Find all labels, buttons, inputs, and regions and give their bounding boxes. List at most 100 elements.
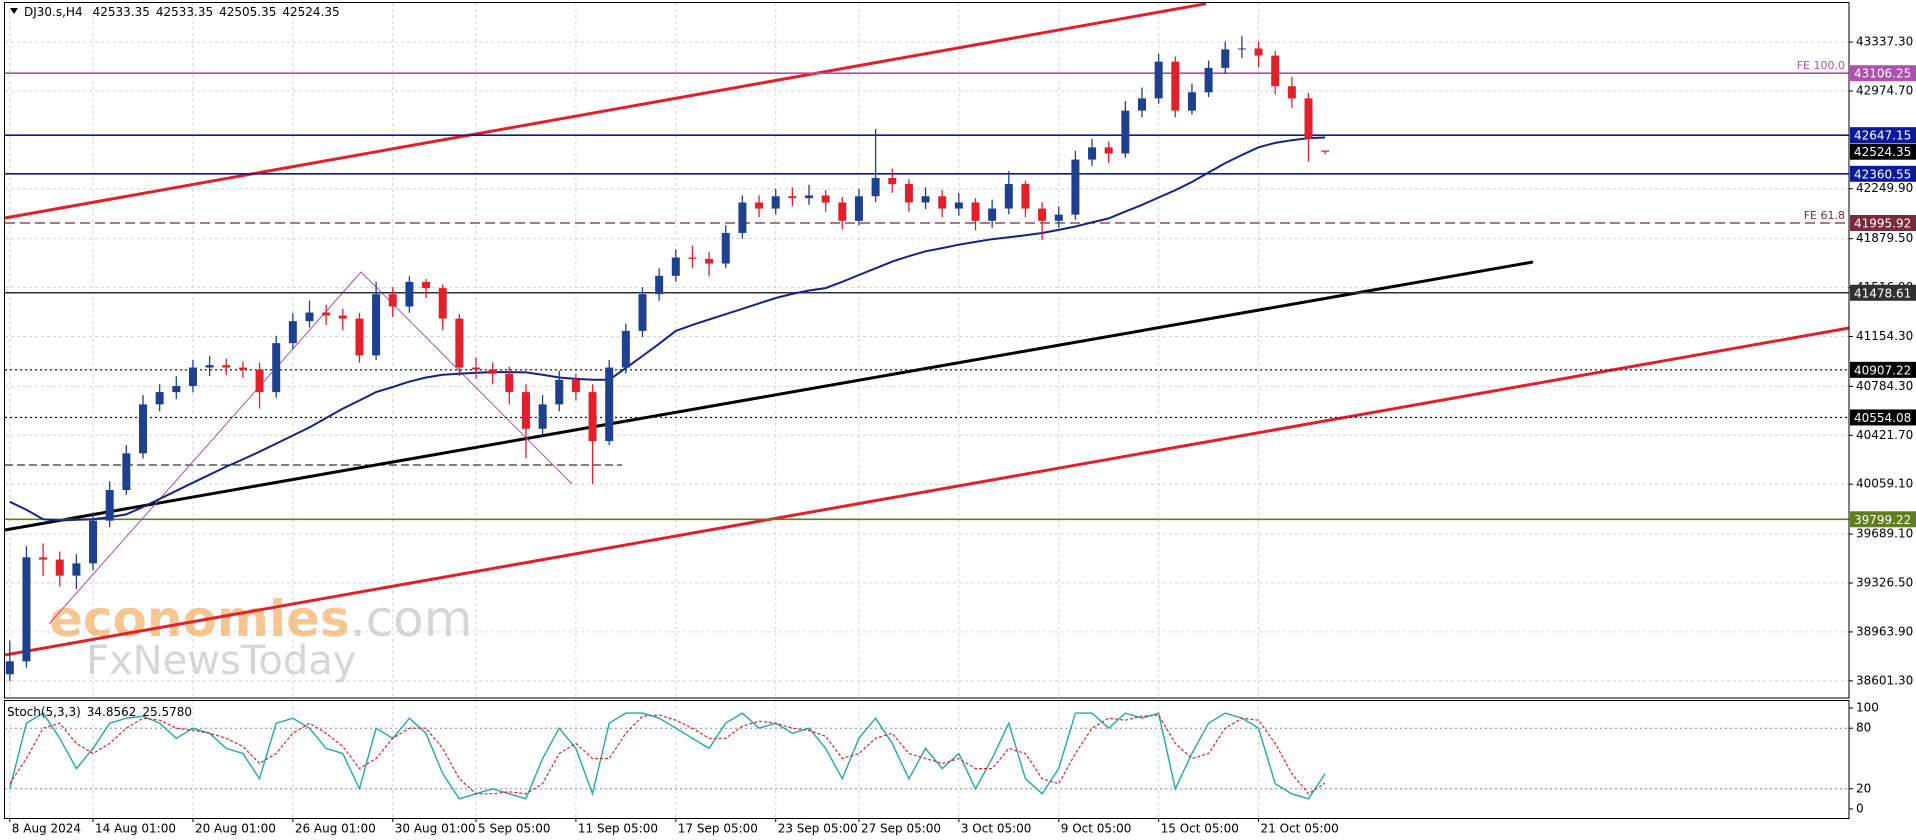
- y-tick-label: 38963.90: [1856, 624, 1913, 638]
- x-tick-label: 9 Oct 05:00: [1061, 822, 1132, 836]
- candle-body: [405, 281, 414, 307]
- indicator-main-readout: 34.8562: [87, 705, 137, 719]
- level-label: 42647.15: [1854, 129, 1911, 143]
- candle-body: [422, 281, 431, 289]
- candle-body: [139, 404, 147, 454]
- candle-body: [388, 294, 397, 307]
- level-label: 40554.08: [1854, 411, 1911, 425]
- indicator-tick-label: 100: [1856, 701, 1879, 715]
- y-tick-label: 42249.90: [1856, 181, 1913, 195]
- candle-body: [721, 232, 730, 264]
- level-label: 41478.61: [1854, 286, 1911, 300]
- indicator-header: Stoch(5,3,3) 34.8562 25.5780: [7, 705, 192, 719]
- main-panel-border: [4, 2, 1850, 699]
- x-tick-label: 20 Aug 01:00: [195, 822, 276, 836]
- candle-body: [1271, 55, 1280, 87]
- y-tick-label: 38601.30: [1856, 673, 1913, 687]
- candle-body: [655, 275, 664, 295]
- candle-body: [1054, 214, 1063, 221]
- x-tick-label: 5 Sep 05:00: [478, 822, 550, 836]
- candle-body: [738, 202, 747, 233]
- candle-body: [505, 373, 514, 393]
- candle-body: [521, 392, 530, 429]
- level-label: 41995.92: [1854, 216, 1911, 230]
- x-tick-label: 30 Aug 01:00: [395, 822, 476, 836]
- y-tick-label: 42974.70: [1856, 83, 1913, 97]
- candle-body: [1138, 98, 1146, 111]
- candle-body: [788, 196, 797, 199]
- candle-body: [1004, 183, 1013, 209]
- level-label-bg: [1850, 214, 1916, 231]
- candle-body: [755, 202, 764, 209]
- drawing-objects: [4, 2, 1850, 657]
- y-tick-label: 43337.30: [1856, 35, 1913, 49]
- y-tick-label: 40421.70: [1856, 428, 1913, 442]
- candle-body: [1237, 48, 1246, 50]
- candle-body: [355, 318, 364, 356]
- level-name: FE 61.8: [1804, 209, 1845, 222]
- candle-body: [122, 453, 131, 491]
- candle-body: [455, 318, 464, 368]
- stoch-main: [9, 712, 1326, 800]
- x-tick-label: 11 Sep 05:00: [578, 822, 658, 836]
- candle-body: [288, 321, 297, 344]
- candle-body: [621, 330, 630, 368]
- level-label-bg: [1850, 65, 1916, 82]
- watermark-sub: FxNewsToday: [86, 638, 356, 684]
- candle-body: [55, 559, 64, 576]
- header-high: 42533.35: [156, 5, 213, 19]
- level-label: 43106.25: [1854, 67, 1911, 81]
- candle-body: [372, 294, 381, 356]
- y-tick-label: 41879.50: [1856, 231, 1913, 245]
- candle-body: [1104, 147, 1113, 154]
- candle-body: [105, 490, 114, 521]
- level-label-bg: [1850, 361, 1916, 378]
- level-label-bg: [1850, 409, 1916, 426]
- candle-body: [1038, 208, 1047, 221]
- level-label-bg: [1850, 511, 1916, 528]
- indicator-tick-label: 20: [1856, 781, 1871, 795]
- candle-body: [1287, 86, 1296, 99]
- levels: [5, 72, 1849, 521]
- candle-body: [588, 392, 597, 442]
- candle-body: [555, 379, 564, 405]
- y-tick-label: 40784.30: [1856, 379, 1913, 393]
- candle-body: [72, 563, 81, 576]
- moving-average: [9, 136, 1326, 522]
- candle-body: [305, 312, 314, 322]
- x-tick-label: 21 Oct 05:00: [1261, 822, 1339, 836]
- candle-body: [904, 183, 913, 203]
- candle-body: [1204, 67, 1213, 93]
- indicator-name: Stoch(5,3,3): [7, 705, 81, 719]
- candle-body: [5, 661, 14, 675]
- frame: [4, 2, 1850, 819]
- chart-header: DJ30.s,H4 42533.35 42533.35 42505.35 42524.3…: [24, 5, 340, 19]
- candle-body: [1088, 147, 1097, 160]
- level-label: 42360.55: [1854, 167, 1911, 181]
- upper-channel-line: [4, 2, 1207, 220]
- candle-body: [638, 294, 647, 331]
- y-tick-label: 39326.50: [1856, 576, 1913, 590]
- current-price-label: 42524.35: [1854, 145, 1911, 159]
- candle-body: [1071, 159, 1080, 215]
- level-label: 40907.22: [1854, 363, 1911, 377]
- candle-body: [1154, 61, 1163, 99]
- candle-body: [1321, 150, 1330, 152]
- y-tick-label: 41154.30: [1856, 329, 1913, 343]
- candle-body: [488, 369, 497, 374]
- symbol: DJ30.s,H4: [24, 5, 83, 19]
- candle-body: [771, 196, 780, 209]
- candle-body: [605, 367, 614, 442]
- header-close: 42524.35: [282, 5, 339, 19]
- candle-body: [888, 177, 897, 184]
- candle-body: [472, 367, 480, 370]
- candle-body: [838, 202, 847, 221]
- menu-triangle[interactable]: [10, 8, 18, 14]
- fibo-expansion: [48, 271, 573, 625]
- candle-body: [22, 557, 31, 662]
- candle-body: [338, 315, 347, 319]
